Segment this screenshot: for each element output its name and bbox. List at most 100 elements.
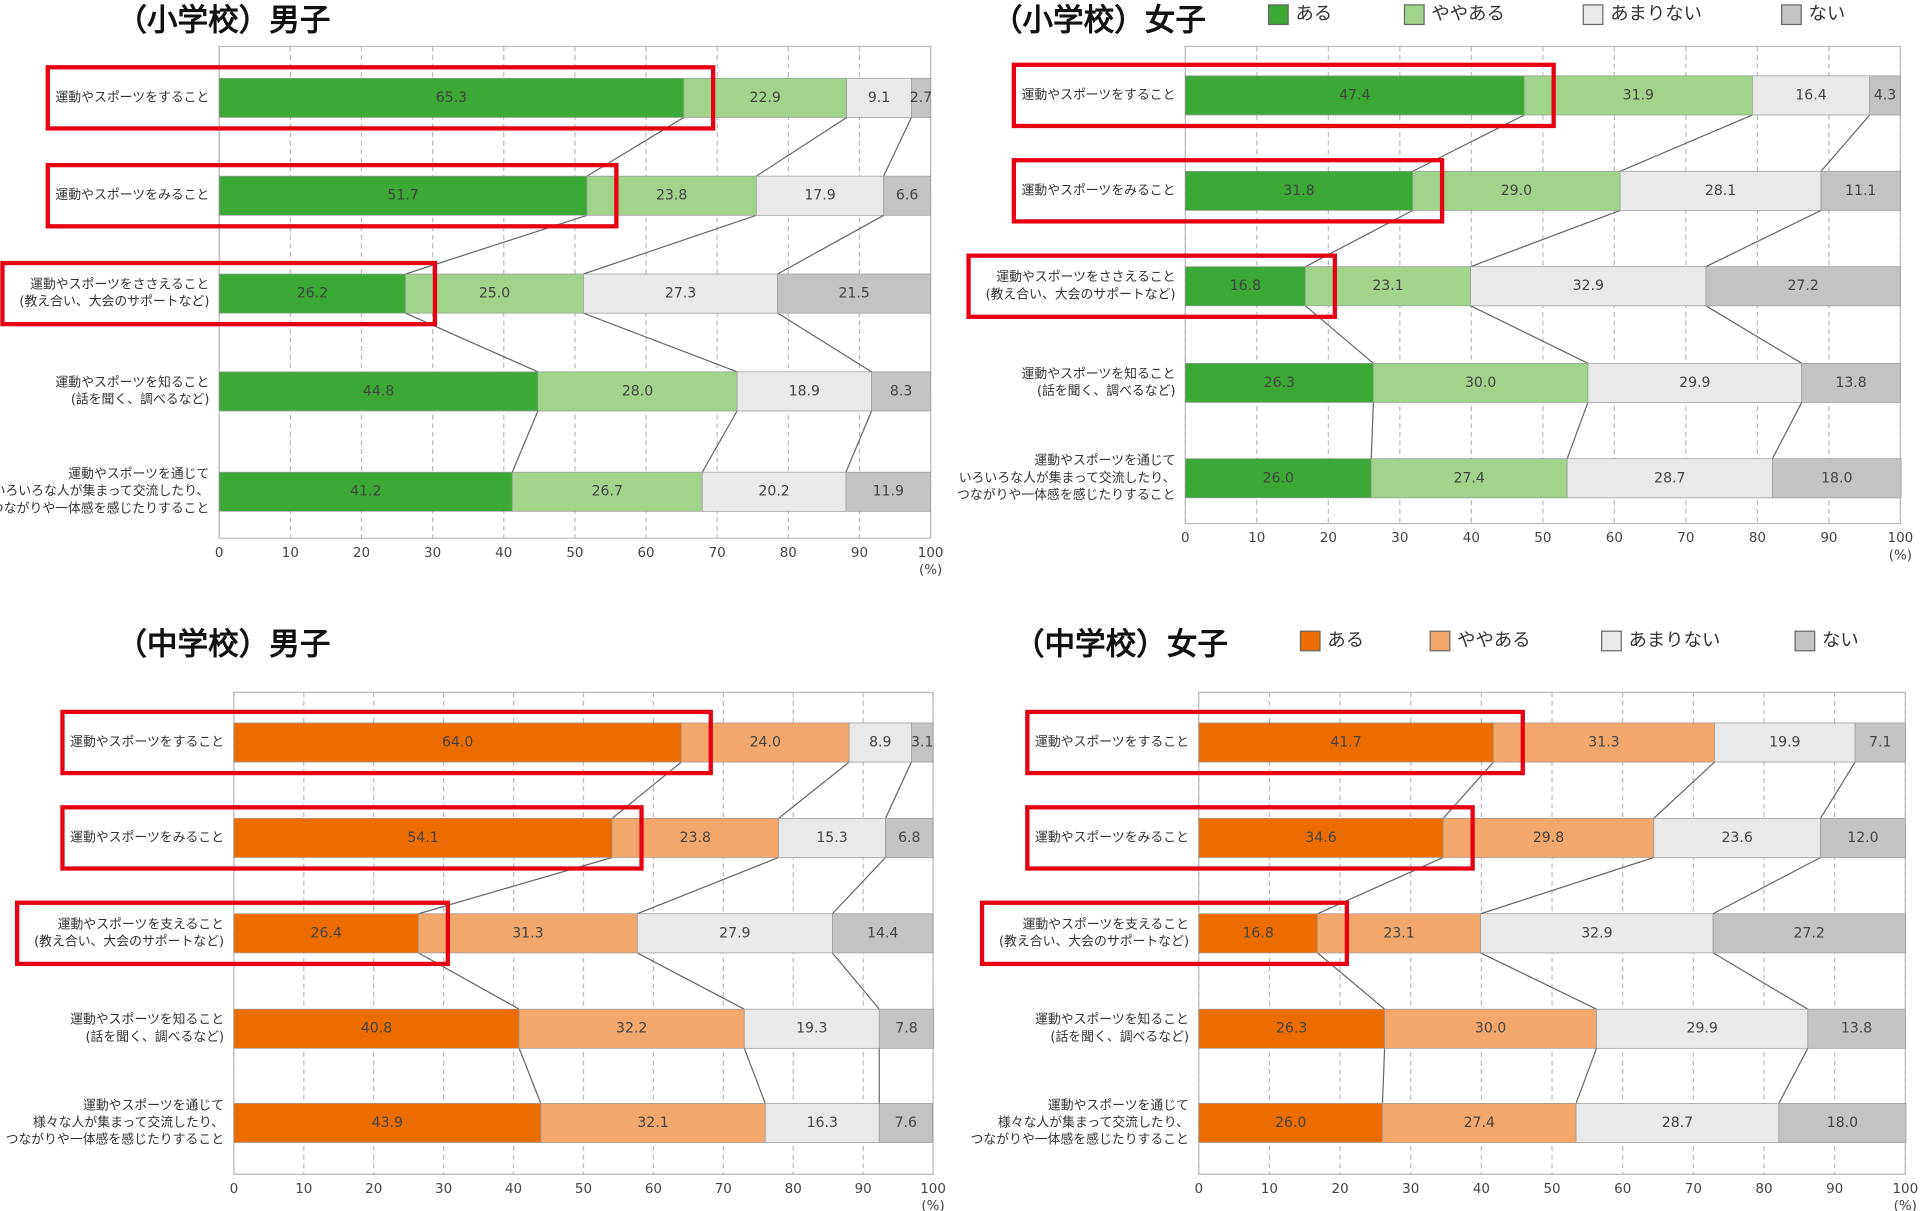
bar-segment: [1198, 1008, 1385, 1049]
value-label: 51.7: [387, 188, 418, 204]
legend-label: ある: [1327, 630, 1364, 651]
category-label: (教え合い、大会のサポートなど): [999, 933, 1189, 949]
value-label: 16.3: [807, 1115, 838, 1131]
bar-segment: [701, 471, 847, 512]
value-label: 32.1: [637, 1115, 668, 1131]
x-tick-label: 30: [435, 1182, 452, 1197]
bar-segment: [911, 722, 934, 763]
category-label: いろいろな人が集まって交流したり、: [0, 483, 209, 499]
highlight-box: [1025, 805, 1475, 871]
bar-segment: [883, 175, 931, 216]
highlight-box: [1025, 709, 1525, 776]
value-label: 27.3: [665, 286, 696, 302]
value-label: 11.1: [1845, 183, 1876, 199]
x-tick-label: 20: [353, 546, 370, 561]
legend-label: あまりない: [1629, 630, 1721, 651]
value-label: 22.9: [750, 90, 781, 106]
connector: [831, 952, 880, 1010]
connector: [1317, 952, 1385, 1010]
legend-swatch: [1601, 630, 1622, 652]
value-label: 30.0: [1475, 1021, 1506, 1037]
bar-segment: [1820, 817, 1906, 858]
x-tick-label: 0: [230, 1182, 239, 1197]
bar-segment: [1772, 458, 1902, 499]
legend-swatch: [1299, 630, 1321, 652]
x-tick-label: 90: [1826, 1182, 1843, 1197]
value-label: 23.8: [680, 830, 711, 846]
category-label: つながりや一体感を感じたりすること: [957, 487, 1175, 503]
value-label: 23.8: [656, 188, 687, 204]
x-tick-label: 70: [1677, 531, 1694, 546]
value-label: 23.1: [1383, 925, 1414, 941]
value-label: 28.7: [1654, 470, 1685, 486]
category-label: 運動やスポーツを支えること: [1023, 917, 1189, 932]
connector: [1305, 209, 1413, 268]
value-label: 30.0: [1465, 375, 1496, 391]
x-tick-label: 20: [1332, 1182, 1349, 1197]
value-label: 19.3: [796, 1021, 827, 1037]
chart: （中学校）女子 0 10 20 30 40 50 60 70 80 90 100 (%) 運動やスポーツを…: [971, 626, 1919, 1211]
highlight-box: [60, 709, 713, 776]
connector: [778, 761, 850, 819]
value-label: 32.9: [1581, 925, 1612, 941]
x-tick-label: 50: [566, 546, 583, 561]
value-label: 27.2: [1787, 278, 1818, 294]
bar-segment: [1198, 722, 1494, 763]
x-tick-label: 50: [1543, 1182, 1560, 1197]
value-label: 12.0: [1847, 830, 1878, 846]
value-label: 16.4: [1795, 87, 1826, 103]
x-tick-label: 10: [282, 546, 299, 561]
x-tick-label: 80: [1749, 531, 1766, 546]
value-label: 26.3: [1264, 375, 1295, 391]
connector: [418, 952, 520, 1010]
category-label: 運動やスポーツをみること: [1035, 830, 1189, 845]
bar-segment: [777, 273, 931, 314]
connector: [1480, 952, 1597, 1010]
bar-segment: [848, 722, 912, 763]
x-tick-label: 40: [1473, 1182, 1490, 1197]
bar-segment: [218, 471, 513, 512]
connector: [1566, 402, 1589, 459]
value-label: 29.0: [1501, 183, 1532, 199]
x-tick-label: 80: [780, 546, 797, 561]
bar-segment: [778, 817, 886, 858]
value-label: 18.0: [1827, 1115, 1858, 1131]
category-label: 運動やスポーツをすること: [1022, 88, 1176, 103]
bar-segment: [1714, 722, 1856, 763]
x-tick-label: 100: [920, 1182, 946, 1197]
value-label: 24.0: [750, 735, 781, 751]
value-label: 17.9: [804, 188, 835, 204]
value-label: 20.2: [758, 484, 789, 500]
value-label: 26.7: [592, 484, 623, 500]
value-label: 2.7: [910, 90, 932, 106]
x-tick-label: 40: [505, 1182, 522, 1197]
value-label: 41.2: [350, 484, 381, 500]
connector: [845, 410, 873, 473]
category-label: 様々な人が集まって交流したり、: [33, 1114, 224, 1130]
connector: [777, 214, 884, 275]
value-label: 6.8: [898, 830, 920, 846]
chart-title: （小学校）女子: [992, 3, 1206, 39]
value-label: 26.0: [1275, 1115, 1306, 1131]
bar-segment: [1854, 722, 1906, 763]
category-label: つながりや一体感を感じたりすること: [971, 1132, 1189, 1148]
bar-segment: [1653, 817, 1821, 858]
category-label: つながりや一体感を感じたりすること: [6, 1132, 224, 1148]
category-label: (教え合い、大会のサポートなど): [19, 294, 209, 310]
bar-segment: [1184, 170, 1414, 211]
category-label: 様々な人が集まって交流したり、: [998, 1114, 1189, 1130]
bar-segment: [1198, 913, 1318, 954]
connector: [586, 116, 685, 177]
value-label: 11.9: [873, 484, 904, 500]
bar-segment: [1184, 266, 1306, 307]
highlight-box: [15, 900, 450, 967]
connector: [701, 410, 738, 473]
bar-segment: [233, 1102, 542, 1143]
x-tick-label: 60: [637, 546, 654, 561]
connector: [1778, 1048, 1809, 1104]
chart-title: （中学校）女子: [1014, 626, 1228, 662]
connector: [1370, 402, 1374, 459]
connector: [1480, 856, 1654, 915]
value-label: 7.8: [895, 1021, 917, 1037]
value-label: 31.9: [1623, 87, 1654, 103]
